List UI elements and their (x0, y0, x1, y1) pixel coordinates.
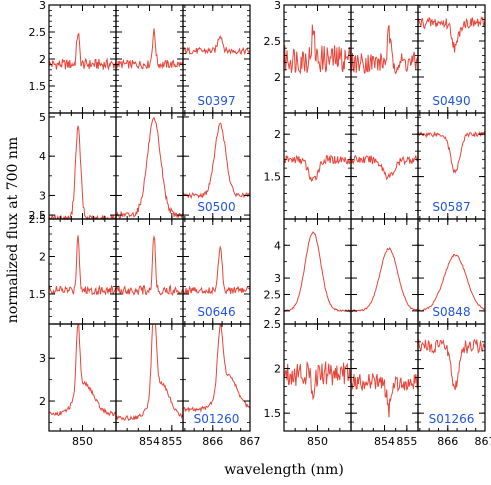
panel-frame (115, 218, 184, 325)
panel-S0397: 1.5 2 2.5 3 S0397 (29, 0, 251, 114)
y-tick-label: 3 (39, 352, 46, 365)
panel-S0490: 2 2.5 3 S0490 (264, 0, 486, 114)
spectrum-line (182, 322, 251, 413)
y-tick-label: 2 (39, 395, 46, 408)
spectrum-line (417, 253, 486, 312)
object-label: S0587 (432, 200, 470, 214)
panel-frame (48, 4, 117, 114)
x-tick-label: 854 (139, 435, 160, 448)
object-label: S01260 (194, 412, 240, 426)
y-tick-label: 4 (39, 150, 46, 163)
panel-S0848: 2 2.5 3 4 S0848 (264, 218, 486, 325)
y-tick-label: 2.5 (29, 213, 47, 226)
panel-grid: 1.522.53S039722.53S04902.5345S05001.52S0… (29, 0, 491, 448)
y-tick-label: 2.5 (29, 209, 47, 222)
x-tick-label: 866 (202, 435, 223, 448)
object-label: S0646 (197, 305, 235, 319)
spectrum-line (115, 323, 184, 422)
y-tick-label: 2 (274, 305, 281, 318)
spectrum-line (350, 246, 419, 313)
panel-frame (350, 218, 419, 325)
y-tick-label: 1.5 (264, 407, 282, 420)
x-tick-label: 867 (240, 435, 261, 448)
object-label: S0490 (432, 94, 470, 108)
spectrum-line (283, 231, 352, 313)
x-tick-label: 855 (161, 435, 182, 448)
spectrum-line (283, 24, 352, 75)
spectrum-line (48, 235, 117, 296)
y-tick-label: 4 (274, 239, 281, 252)
y-tick-label: 2.5 (264, 318, 282, 331)
spectrum-line (48, 322, 117, 417)
panel-S0500: 2.5 3 4 5 S0500 (29, 111, 251, 222)
y-tick-label: 2.5 (264, 35, 282, 48)
spectrum-line (417, 130, 486, 174)
spectrum-line (350, 373, 419, 418)
panel-frame (350, 323, 419, 432)
x-axis-label: wavelength (nm) (224, 462, 344, 478)
object-label: S0848 (432, 305, 470, 319)
y-tick-label: 3 (274, 272, 281, 285)
spectrum-line (182, 122, 251, 199)
y-tick-label: 2 (39, 53, 46, 66)
panel-frame (115, 323, 184, 432)
y-tick-label: 3 (39, 189, 46, 202)
panel-frame (182, 323, 251, 432)
x-tick-label: 854 (374, 435, 395, 448)
spectrum-line (417, 16, 486, 53)
panel-S0646: 1.5 2 2.5 S0646 (29, 213, 251, 325)
y-tick-label: 2.5 (29, 26, 47, 39)
y-tick-label: 3 (39, 0, 46, 12)
y-axis-label: normalized flux at 700 nm (5, 137, 21, 323)
y-tick-label: 2 (274, 363, 281, 376)
panel-S0587: 1.5 2 S0587 (264, 112, 486, 220)
y-tick-label: 1.5 (29, 288, 47, 301)
spectrum-line (350, 24, 419, 75)
panel-frame (115, 4, 184, 114)
y-tick-label: 5 (39, 111, 46, 124)
x-tick-label: 855 (396, 435, 417, 448)
x-tick-label: 867 (475, 435, 491, 448)
x-tick-label: 866 (437, 435, 458, 448)
spectrum-line (283, 360, 352, 401)
panel-frame (115, 112, 184, 220)
y-tick-label: 2 (274, 128, 281, 141)
spectrum-line (48, 125, 117, 221)
x-tick-label: 850 (307, 435, 328, 448)
spectrum-line (350, 154, 419, 181)
panel-S01260: 850 854 855 866 867 2 3 S01260 (39, 322, 261, 448)
panel-frame (350, 112, 419, 220)
object-label: S01266 (429, 412, 475, 426)
object-label: S0397 (197, 94, 235, 108)
y-tick-label: 2.5 (264, 288, 282, 301)
y-tick-label: 3 (274, 0, 281, 12)
spectrum-line (283, 154, 352, 182)
spectrum-line (48, 32, 117, 71)
y-tick-label: 2 (39, 251, 46, 264)
object-label: S0500 (197, 200, 235, 214)
spectrum-line (182, 245, 251, 295)
spectrum-line (115, 28, 184, 70)
panel-frame (283, 112, 352, 220)
spectrum-line (418, 338, 486, 391)
y-tick-label: 2 (274, 71, 281, 84)
spectrum-line (115, 116, 184, 220)
y-tick-label: 1.5 (29, 80, 47, 93)
x-tick-label: 850 (72, 435, 93, 448)
spectrum-line (182, 35, 251, 56)
y-tick-label: 1.5 (264, 171, 282, 184)
panel-frame (48, 218, 117, 325)
spectrum-line (115, 234, 184, 296)
